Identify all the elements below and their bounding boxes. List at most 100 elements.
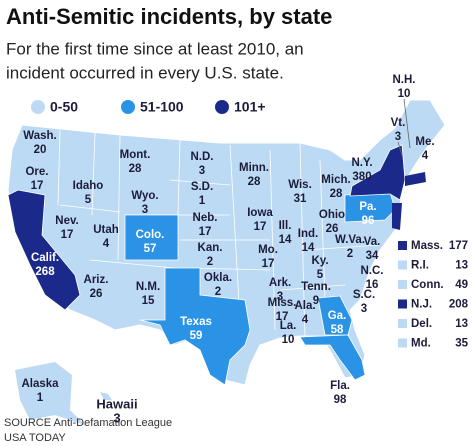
state-name: Kan. bbox=[198, 242, 223, 254]
alaska-shape bbox=[15, 362, 85, 425]
state-name: Neb. bbox=[193, 212, 218, 224]
inset-name: N.J. bbox=[411, 299, 432, 311]
state-value: 9 bbox=[313, 295, 319, 307]
legend-label: 51-100 bbox=[140, 99, 184, 115]
state-value: 3 bbox=[113, 410, 120, 425]
inset-value: 177 bbox=[449, 240, 468, 252]
state-value: 268 bbox=[35, 266, 55, 278]
state-value: 26 bbox=[326, 223, 339, 235]
state-value: 3 bbox=[199, 165, 205, 177]
legend-swatch bbox=[215, 100, 229, 114]
state-value: 14 bbox=[302, 242, 315, 254]
state-name: Va. bbox=[364, 236, 381, 248]
state-name: Ga. bbox=[328, 310, 347, 322]
legend-label: 0-50 bbox=[50, 99, 78, 115]
inset-swatch bbox=[398, 338, 407, 348]
legend-label: 101+ bbox=[234, 99, 266, 115]
inset-value: 35 bbox=[455, 338, 468, 350]
state-value: 58 bbox=[331, 324, 344, 336]
state-value: 59 bbox=[190, 330, 203, 342]
state-value: 31 bbox=[294, 193, 307, 205]
state-value: 2 bbox=[347, 248, 353, 260]
inset-swatch bbox=[398, 241, 407, 250]
state-name: Ill. bbox=[279, 220, 292, 232]
state-name: Fla. bbox=[330, 380, 350, 392]
state-value: 28 bbox=[330, 188, 343, 200]
state-name: S.C. bbox=[353, 289, 375, 301]
state-labels: Wash.20Ore.17Calif.268Nev.17Idaho5Mont.2… bbox=[21, 74, 434, 425]
state-value: 10 bbox=[282, 334, 295, 346]
title: Anti-Semitic incidents, by state bbox=[6, 4, 332, 29]
state-name: Ky. bbox=[311, 255, 328, 267]
inset-swatch bbox=[398, 319, 407, 328]
state-value: 3 bbox=[361, 303, 367, 315]
subtitle: For the first time since at least 2010, … bbox=[6, 39, 304, 58]
state-shape bbox=[124, 214, 179, 261]
legend-swatch bbox=[31, 100, 45, 114]
subtitle: incident occurred in every U.S. state. bbox=[6, 63, 284, 82]
state-name: N.Y. bbox=[351, 157, 372, 169]
inset-swatch bbox=[398, 280, 407, 289]
state-name: N.C. bbox=[361, 265, 384, 277]
state-value: 34 bbox=[366, 250, 379, 262]
state-name: Vt. bbox=[391, 117, 406, 129]
state-shape bbox=[405, 172, 426, 186]
inset-value: 13 bbox=[455, 318, 468, 330]
state-shape bbox=[139, 267, 251, 386]
state-name: N.D. bbox=[191, 151, 214, 163]
state-name: Ala. bbox=[294, 300, 315, 312]
state-name: Wash. bbox=[23, 130, 56, 142]
inset-name: Conn. bbox=[411, 279, 444, 291]
org: USA TODAY bbox=[4, 432, 66, 444]
inset-swatch bbox=[398, 299, 407, 309]
state-shape bbox=[7, 189, 81, 311]
highlighted-states bbox=[7, 144, 426, 386]
state-name: Okla. bbox=[204, 272, 232, 284]
state-name: Texas bbox=[180, 316, 212, 328]
inset-name: Md. bbox=[411, 338, 431, 350]
state-name: Me. bbox=[415, 136, 434, 148]
state-name: Tenn. bbox=[301, 281, 331, 293]
state-name: Colo. bbox=[136, 229, 165, 241]
state-name: Nev. bbox=[55, 215, 78, 227]
state-name: Minn. bbox=[239, 162, 269, 174]
state-shape bbox=[392, 203, 402, 230]
state-value: 380 bbox=[352, 171, 371, 183]
state-value: 26 bbox=[90, 288, 103, 300]
inset-value: 13 bbox=[455, 260, 468, 272]
state-value: 16 bbox=[366, 279, 379, 291]
inset-value: 208 bbox=[449, 299, 469, 311]
state-name: N.H. bbox=[393, 74, 416, 86]
inset-name: Mass. bbox=[411, 240, 443, 252]
state-name: Ark. bbox=[269, 277, 291, 289]
state-value: 17 bbox=[254, 221, 267, 233]
state-name: Iowa bbox=[247, 207, 273, 219]
state-value: 20 bbox=[34, 144, 47, 156]
state-value: 14 bbox=[279, 234, 292, 246]
state-value: 4 bbox=[302, 314, 309, 326]
inset-value: 49 bbox=[455, 279, 468, 291]
state-name: Pa. bbox=[359, 201, 376, 213]
state-value: 28 bbox=[129, 163, 142, 175]
state-value: 57 bbox=[144, 243, 157, 255]
state-value: 2 bbox=[207, 256, 213, 268]
state-name: Mich. bbox=[321, 174, 350, 186]
state-value: 4 bbox=[103, 238, 110, 250]
state-name: Ohio bbox=[319, 209, 345, 221]
state-name: Calif. bbox=[31, 252, 59, 264]
state-shape bbox=[299, 334, 366, 381]
state-name: N.M. bbox=[136, 281, 160, 293]
state-name: Utah bbox=[93, 224, 119, 236]
state-value: 5 bbox=[317, 269, 324, 281]
state-name: La. bbox=[280, 320, 297, 332]
leader-line bbox=[397, 141, 403, 156]
state-name: Idaho bbox=[73, 180, 104, 192]
state-name: Mo. bbox=[258, 244, 278, 256]
legend-swatch bbox=[121, 100, 135, 114]
state-name: Ind. bbox=[298, 228, 318, 240]
state-shape bbox=[317, 295, 353, 336]
inset-name: Del. bbox=[411, 318, 432, 330]
source: SOURCE Anti-Defamation League bbox=[4, 417, 172, 429]
state-value: 17 bbox=[199, 226, 212, 238]
